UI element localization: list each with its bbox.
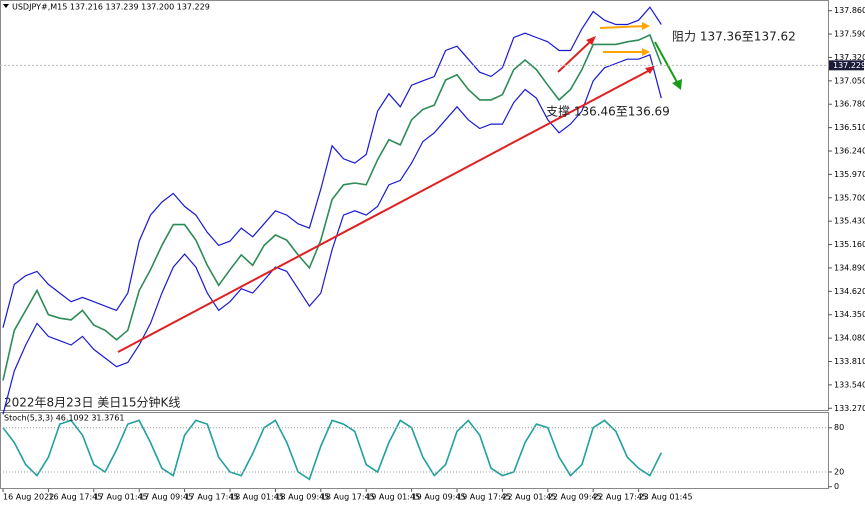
x-tick-label: 18 Aug 09:45 bbox=[275, 493, 329, 502]
y-tick-label: 134.080 bbox=[834, 334, 865, 343]
y-tick-label: 80 bbox=[834, 423, 844, 432]
x-tick-label: 19 Aug 09:45 bbox=[412, 493, 466, 502]
y-tick-label: 133.270 bbox=[834, 404, 865, 413]
y-tick-label: 137.050 bbox=[834, 76, 865, 85]
y-tick-label: 137.320 bbox=[834, 53, 865, 62]
x-tick-label: 17 Aug 17:45 bbox=[185, 493, 239, 502]
y-tick-label: 134.620 bbox=[834, 287, 865, 296]
y-tick-label: 136.240 bbox=[834, 146, 865, 155]
arrow-head bbox=[586, 36, 596, 45]
x-tick-label: 23 Aug 01:45 bbox=[639, 493, 693, 502]
main-frame bbox=[0, 0, 829, 411]
menu-icon bbox=[3, 4, 9, 8]
x-tick-label: 16 Aug 17:45 bbox=[48, 493, 102, 502]
last-price-label: 137.229 bbox=[833, 61, 865, 70]
y-tick-label: 133.810 bbox=[834, 357, 865, 366]
arrow-head bbox=[672, 79, 682, 90]
x-tick-label: 19 Aug 01:45 bbox=[366, 493, 420, 502]
x-tick-label: 16 Aug 2022 bbox=[3, 493, 54, 502]
series-line bbox=[2, 6, 662, 328]
x-tick-label: 19 Aug 17:45 bbox=[457, 493, 511, 502]
x-tick-label: 17 Aug 01:45 bbox=[94, 493, 148, 502]
last-price-box bbox=[829, 60, 864, 71]
x-tick-label: 22 Aug 17:45 bbox=[593, 493, 647, 502]
y-tick-label: 20 bbox=[834, 467, 844, 476]
x-tick-label: 22 Aug 09:45 bbox=[548, 493, 602, 502]
y-tick-label: 137.860 bbox=[834, 6, 865, 15]
resistance-arrow bbox=[599, 25, 646, 29]
annotation: 阻力 137.36至137.62 bbox=[672, 30, 796, 44]
y-tick-label: 134.890 bbox=[834, 263, 865, 272]
stoch-title: Stoch(5,3,3) 46.1092 31.3761 bbox=[4, 414, 124, 423]
arrow-head bbox=[642, 48, 650, 56]
x-tick-label: 22 Aug 01:45 bbox=[502, 493, 556, 502]
series-line bbox=[2, 33, 663, 381]
arrow-head bbox=[645, 66, 655, 74]
y-tick-label: 0 bbox=[834, 482, 839, 491]
y-tick-label: 135.970 bbox=[834, 170, 865, 179]
x-tick-label: 18 Aug 01:45 bbox=[230, 493, 284, 502]
stoch-frame bbox=[0, 412, 829, 489]
y-tick-label: 137.590 bbox=[834, 30, 865, 39]
y-tick-label: 134.350 bbox=[834, 310, 865, 319]
y-tick-label: 135.430 bbox=[834, 217, 865, 226]
y-tick-label: 135.700 bbox=[834, 193, 865, 202]
chart-title: USDJPY#,M15 137.216 137.239 137.200 137.… bbox=[12, 3, 210, 12]
down-arrow bbox=[654, 41, 679, 85]
arrow-head bbox=[642, 22, 650, 30]
series-line bbox=[2, 53, 662, 415]
x-tick-label: 18 Aug 17:45 bbox=[321, 493, 375, 502]
annotation: 2022年8月23日 美日15分钟K线 bbox=[4, 395, 180, 410]
series-line bbox=[2, 419, 663, 481]
plot bbox=[2, 6, 663, 481]
x-tick-label: 17 Aug 09:45 bbox=[139, 493, 193, 502]
trend-arrow bbox=[557, 39, 593, 73]
y-tick-label: 135.160 bbox=[834, 240, 865, 249]
annotation: 支撑 136.46至136.69 bbox=[546, 104, 670, 119]
support-trend-line bbox=[117, 69, 651, 353]
y-tick-label: 133.540 bbox=[834, 380, 865, 389]
y-tick-label: 136.510 bbox=[834, 123, 865, 132]
y-tick-label: 136.780 bbox=[834, 100, 865, 109]
